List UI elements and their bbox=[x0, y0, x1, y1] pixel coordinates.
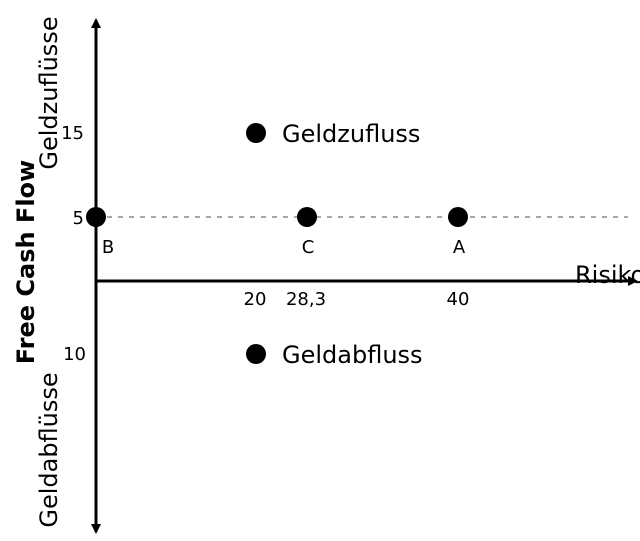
x-axis-title: Risiko bbox=[575, 261, 640, 289]
data-point bbox=[246, 344, 266, 364]
y-axis-bottom-label: Geldabflüsse bbox=[35, 372, 63, 527]
data-point bbox=[297, 207, 317, 227]
y-tick-label-bottom: 10 bbox=[63, 344, 86, 365]
point-label: A bbox=[453, 237, 466, 258]
x-tick-label: 28,3 bbox=[286, 289, 326, 310]
point-label: Geldabfluss bbox=[282, 341, 423, 369]
data-point bbox=[86, 207, 106, 227]
point-label: Geldzufluss bbox=[282, 120, 420, 148]
x-tick-label: 20 bbox=[244, 289, 267, 310]
point-label: B bbox=[102, 237, 114, 258]
x-tick-label: 40 bbox=[447, 289, 470, 310]
data-point bbox=[448, 207, 468, 227]
data-points: B C A Geldzufluss Geldabfluss bbox=[86, 120, 468, 369]
y-axis-title: Free Cash Flow bbox=[12, 160, 40, 364]
y-axis-top-label: Geldzuflüsse bbox=[35, 16, 63, 169]
point-label: C bbox=[302, 237, 315, 258]
y-tick-label-top: 15 bbox=[61, 123, 84, 144]
data-point bbox=[246, 123, 266, 143]
y-tick-label-middle: 5 bbox=[73, 208, 84, 229]
